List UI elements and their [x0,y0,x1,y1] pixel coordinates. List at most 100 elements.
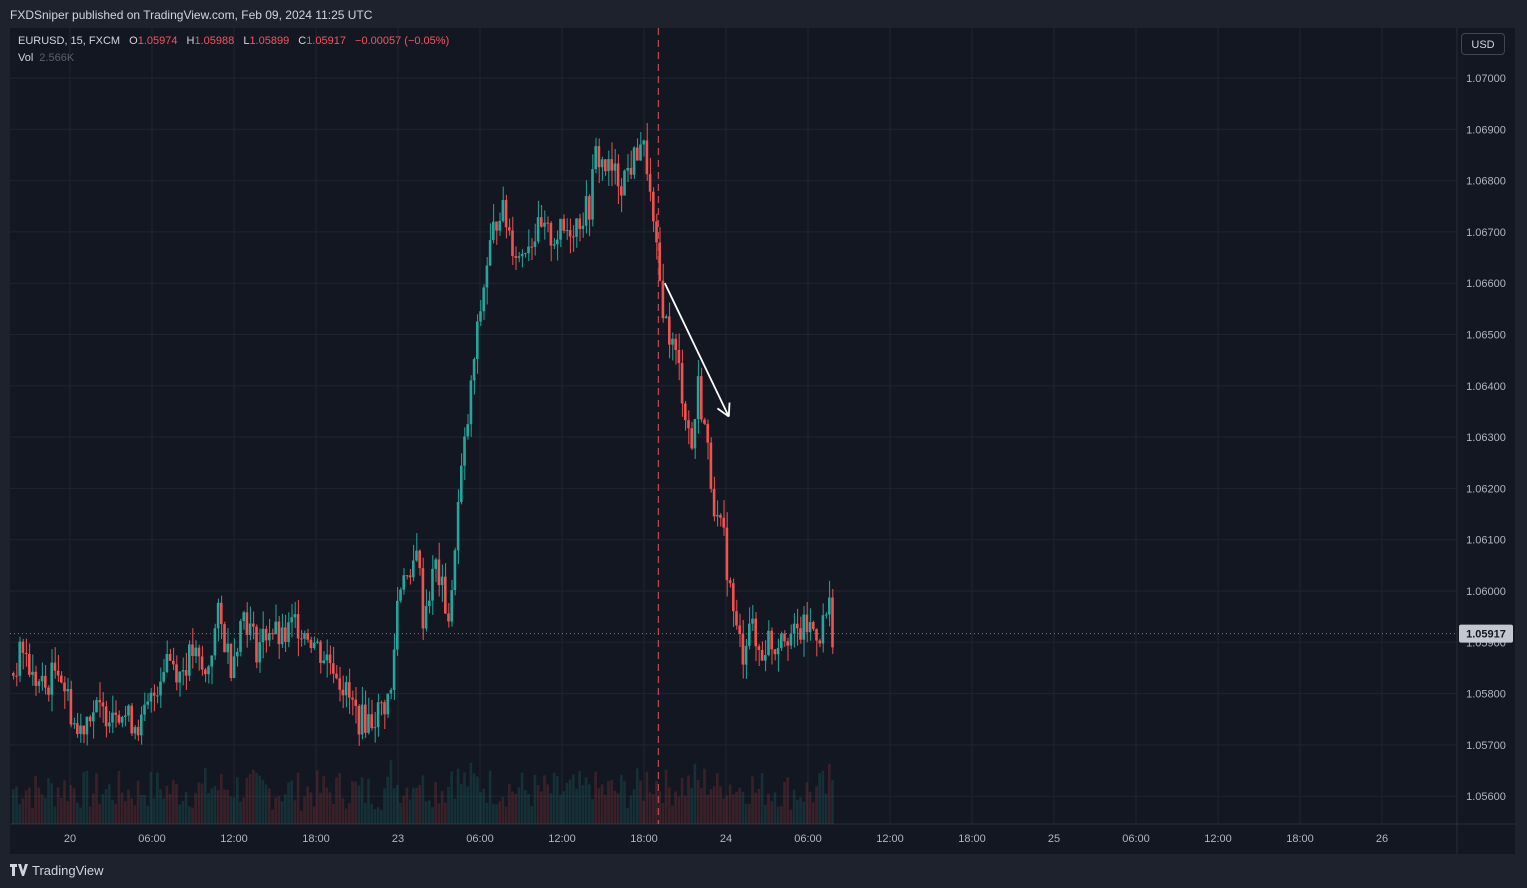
x-tick-label: 20 [64,833,76,845]
candle-body [805,614,809,633]
candle-body [492,221,495,241]
low-value: 1.05899 [249,35,290,47]
candle-body [21,641,25,653]
volume-bar [191,807,194,824]
candle-body [757,646,761,650]
volume-bar [706,794,709,824]
volume-bar [476,776,479,824]
candle-body [40,675,44,682]
volume-bar [796,799,799,824]
candle-body [616,163,620,187]
volume-label[interactable]: Vol [18,52,34,64]
volume-bar [658,791,661,824]
chart-panel[interactable]: 1.07000 1.06900 1.06800 1.06700 1.06600 1.065… [10,28,1515,854]
candle-body [95,700,98,713]
candle-body [156,695,159,697]
candle-body [594,146,597,170]
volume-bar [293,800,297,824]
volume-bar [610,779,613,824]
candle-body [405,575,409,577]
symbol-label[interactable]: EURUSD, 15, FXCM [18,35,121,47]
volume-bar [120,792,124,824]
volume-bar [31,807,34,824]
open-value: 1.05974 [137,35,178,47]
candle-body [24,652,28,655]
candle-body [565,230,569,232]
candle-body [645,140,649,175]
candle-body [748,623,751,646]
volume-bar [322,776,325,824]
close-label: C [298,35,307,47]
candle-body [248,623,252,635]
volume-bar [28,787,31,824]
candle-body [325,654,329,661]
volume-bar [239,801,242,824]
candle-body [98,700,101,703]
volume-bar [642,800,645,824]
candle-body [456,501,460,551]
high-value: 1.05988 [194,35,235,47]
volume-bar [703,768,706,824]
x-tick-label: 06:00 [466,833,494,845]
volume-bar [108,784,111,824]
candle-body [690,428,693,449]
candle-body [568,230,572,237]
currency-button[interactable]: USD [1461,33,1505,55]
volume-bar [92,793,95,824]
volume-bar [162,798,165,824]
volume-bar [268,788,271,824]
candle-body [108,722,111,727]
candle-body [143,704,146,715]
candle-body [706,423,709,443]
volume-bar [402,795,405,824]
volume-bar [274,797,277,824]
candle-body [149,692,153,702]
annotation-arrow [663,282,730,417]
volume-bar [312,806,316,824]
candle-body [82,725,85,735]
candle-body [636,147,639,161]
volume-bar [504,806,508,824]
candle-body [664,316,668,319]
volume-bar [552,772,556,824]
candle-body [216,602,220,629]
candle-body [533,241,537,247]
candle-body [252,623,255,627]
volume-bar [216,789,220,824]
volume-bar [648,792,652,824]
volume-bar [226,789,229,824]
volume-bar [680,777,684,824]
price-chart[interactable]: 1.07000 1.06900 1.06800 1.06700 1.06600 1.065… [10,28,1515,854]
candle-body [575,218,578,237]
candle-body [88,716,92,722]
volume-bar [200,783,204,824]
candle-body [540,217,543,227]
candle-body [671,338,674,345]
volume-bar [351,781,354,824]
candle-body [440,576,444,586]
tradingview-brand[interactable]: TradingView [10,863,104,878]
candle-body [716,514,719,517]
volume-bar [53,806,57,824]
volume-bar [82,771,85,824]
candle-body [674,338,677,350]
candle-body [620,186,623,196]
candle-body [652,191,655,222]
candle-body [408,575,412,578]
candle-body [210,655,213,667]
volume-bar [482,788,485,824]
candle-body [719,514,722,518]
candle-body [124,715,127,717]
volume-bar [341,798,345,824]
volume-bar [424,801,428,824]
volume-bar [511,791,514,824]
volume-bar [751,776,754,824]
volume-bar [143,794,146,824]
candle-body [370,714,373,729]
candle-body [293,614,297,618]
candle-body [44,675,47,688]
volume-bar [786,776,789,824]
candle-body [514,256,517,258]
candle-body [559,218,562,240]
y-tick-label: 1.06200 [1466,483,1506,495]
